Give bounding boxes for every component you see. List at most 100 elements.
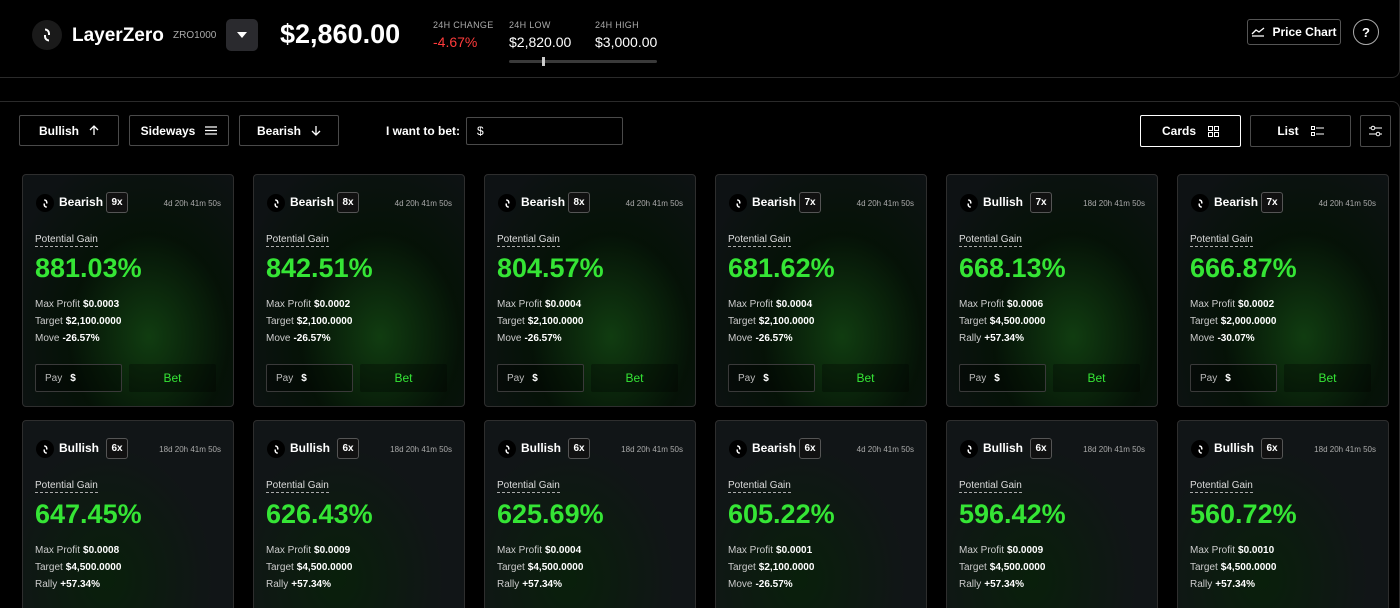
target-label: Target: [1190, 562, 1218, 573]
max-profit-value: $0.0003: [83, 299, 120, 310]
target-value: $2,100.0000: [758, 562, 815, 573]
bet-button-label: Bet: [625, 371, 644, 385]
card-direction: Bullish: [1214, 441, 1255, 455]
card-countdown: 18d 20h 41m 50s: [1314, 445, 1376, 454]
price-chart-label: Price Chart: [1272, 25, 1337, 39]
card-direction: Bullish: [290, 441, 331, 455]
list-view-button[interactable]: List: [1250, 115, 1351, 147]
target-row: Target $2,100.0000: [728, 562, 814, 573]
move-row: Move -26.57%: [728, 579, 793, 590]
pay-input[interactable]: Pay $: [497, 364, 584, 392]
target-row: Target $2,100.0000: [497, 316, 583, 327]
bet-button[interactable]: Bet: [1284, 364, 1371, 392]
max-profit-value: $0.0010: [1238, 545, 1275, 556]
current-price: $2,860.00: [280, 19, 401, 49]
target-label: Target: [266, 316, 294, 327]
pay-input[interactable]: Pay $: [35, 364, 122, 392]
pay-input[interactable]: Pay $: [1190, 364, 1277, 392]
card-direction: Bullish: [521, 441, 562, 455]
leverage-badge: 9x: [106, 192, 128, 213]
target-label: Target: [1190, 316, 1218, 327]
target-row: Target $4,500.0000: [1190, 562, 1276, 573]
sideways-label: Sideways: [140, 123, 196, 138]
card-countdown: 4d 20h 41m 50s: [856, 445, 914, 454]
sliders-icon: [1369, 125, 1382, 137]
leverage-badge: 6x: [568, 438, 590, 459]
potential-gain-label: Potential Gain: [497, 234, 560, 247]
card-direction: Bullish: [983, 195, 1024, 209]
move-label: Move: [266, 333, 291, 344]
leverage-badge: 6x: [1261, 438, 1283, 459]
bullish-filter-button[interactable]: Bullish: [19, 115, 119, 146]
target-row: Target $2,100.0000: [35, 316, 121, 327]
asset-dropdown-button[interactable]: [226, 19, 258, 51]
header-bar: LayerZero ZRO1000 $2,860.00 24H CHANGE -…: [0, 0, 1400, 78]
bet-card: Bullish 6x 18d 20h 41m 50s Potential Gai…: [22, 420, 234, 608]
grid-icon: [1208, 125, 1219, 137]
leverage-badge: 7x: [799, 192, 821, 213]
high-label: 24H HIGH: [595, 20, 639, 30]
target-label: Target: [728, 562, 756, 573]
cards-view-button[interactable]: Cards: [1140, 115, 1241, 147]
max-profit-row: Max Profit $0.0003: [35, 299, 119, 310]
card-direction: Bearish: [752, 195, 797, 209]
price-chart-button[interactable]: Price Chart: [1247, 19, 1341, 45]
card-direction: Bearish: [290, 195, 335, 209]
pay-label: Pay: [738, 372, 756, 384]
low-label: 24H LOW: [509, 20, 551, 30]
leverage-badge: 7x: [1030, 192, 1052, 213]
target-label: Target: [959, 562, 987, 573]
pay-input[interactable]: Pay $: [959, 364, 1046, 392]
target-label: Target: [497, 562, 525, 573]
target-value: $2,100.0000: [527, 316, 584, 327]
target-label: Target: [266, 562, 294, 573]
list-icon: [1310, 125, 1324, 136]
move-value: -26.57%: [755, 333, 793, 344]
arrow-down-icon: [311, 126, 321, 136]
move-label: Move: [728, 333, 753, 344]
target-label: Target: [959, 316, 987, 327]
move-row: Rally +57.34%: [266, 579, 331, 590]
day-range-bar: [509, 57, 657, 66]
pay-label: Pay: [276, 372, 294, 384]
help-button[interactable]: ?: [1353, 19, 1379, 45]
pay-value: $: [763, 372, 769, 384]
potential-gain-label: Potential Gain: [959, 480, 1022, 493]
card-countdown: 18d 20h 41m 50s: [1083, 445, 1145, 454]
bearish-label: Bearish: [256, 123, 302, 138]
pay-input[interactable]: Pay $: [728, 364, 815, 392]
card-countdown: 4d 20h 41m 50s: [394, 199, 452, 208]
target-row: Target $2,000.0000: [1190, 316, 1276, 327]
move-row: Rally +57.34%: [1190, 579, 1255, 590]
potential-gain-label: Potential Gain: [35, 480, 98, 493]
potential-gain-label: Potential Gain: [266, 480, 329, 493]
potential-gain-label: Potential Gain: [1190, 480, 1253, 493]
max-profit-label: Max Profit: [959, 545, 1005, 556]
sideways-filter-button[interactable]: Sideways: [129, 115, 229, 146]
move-label: Rally: [959, 333, 982, 344]
bet-button[interactable]: Bet: [1053, 364, 1140, 392]
max-profit-label: Max Profit: [497, 299, 543, 310]
target-value: $2,100.0000: [65, 316, 122, 327]
pay-value: $: [70, 372, 76, 384]
layerzero-logo-icon: [267, 440, 285, 458]
bet-button[interactable]: Bet: [822, 364, 909, 392]
bet-amount-input[interactable]: $: [466, 117, 623, 145]
bet-button[interactable]: Bet: [591, 364, 678, 392]
help-label: ?: [1362, 24, 1370, 40]
move-value: +57.34%: [1215, 579, 1255, 590]
max-profit-label: Max Profit: [497, 545, 543, 556]
filter-settings-button[interactable]: [1360, 115, 1391, 147]
potential-gain-label: Potential Gain: [266, 234, 329, 247]
pay-input[interactable]: Pay $: [266, 364, 353, 392]
bet-button[interactable]: Bet: [360, 364, 447, 392]
target-label: Target: [35, 316, 63, 327]
bet-card: Bearish 8x 4d 20h 41m 50s Potential Gain…: [253, 174, 465, 407]
leverage-badge: 8x: [337, 192, 359, 213]
bearish-filter-button[interactable]: Bearish: [239, 115, 339, 146]
potential-gain-value: 605.22%: [728, 499, 835, 529]
card-countdown: 4d 20h 41m 50s: [163, 199, 221, 208]
move-value: +57.34%: [291, 579, 331, 590]
bet-button[interactable]: Bet: [129, 364, 216, 392]
max-profit-value: $0.0004: [776, 299, 813, 310]
